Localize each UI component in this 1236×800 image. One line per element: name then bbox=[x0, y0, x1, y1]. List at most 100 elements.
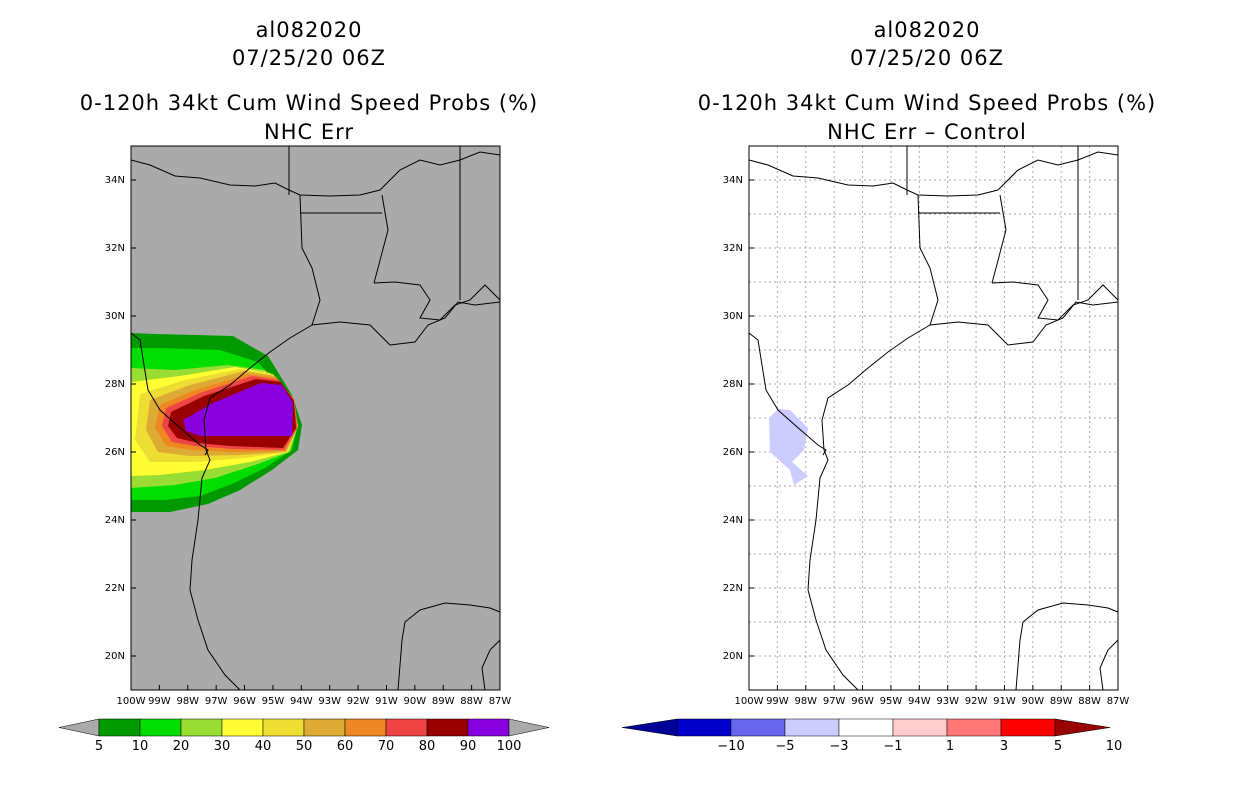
colorbar-label: 40 bbox=[255, 739, 272, 754]
lon-tick-label: 91W bbox=[993, 696, 1016, 707]
lat-tick-label: 26N bbox=[723, 447, 743, 458]
colorbar-under-arrow bbox=[621, 718, 678, 737]
colorbar-swatch bbox=[344, 718, 387, 737]
colorbar-swatch bbox=[730, 718, 786, 737]
left-map: 34N 32N 30N 28N 26N 24N 22N 20N 100W 99W 98W 97W 96W… bbox=[58, 145, 550, 754]
colorbar-label: 20 bbox=[173, 739, 190, 754]
subtitle: NHC Err bbox=[263, 120, 354, 144]
lon-tick-label: 87W bbox=[489, 696, 512, 707]
lon-tick-label: 99W bbox=[766, 696, 789, 707]
storm-id-title: al082020 bbox=[873, 18, 981, 42]
axis-ticks: 34N 32N 30N 28N 26N 24N 22N 20N 100W 99W 98W 97W 96W… bbox=[723, 175, 1130, 707]
map-frame bbox=[748, 145, 1119, 691]
colorbar-label: 50 bbox=[296, 739, 313, 754]
lat-tick-label: 28N bbox=[105, 379, 125, 390]
colorbar-label: 3 bbox=[1000, 739, 1008, 754]
colorbar-label: 60 bbox=[337, 739, 354, 754]
colorbar-swatch bbox=[262, 718, 305, 737]
colorbar-over-arrow bbox=[508, 718, 550, 737]
datetime-title: 07/25/20 06Z bbox=[231, 46, 387, 70]
colorbar: 5 10 20 30 40 50 60 70 80 90 100 bbox=[58, 718, 550, 754]
lon-tick-label: 100W bbox=[735, 696, 764, 707]
lat-tick-label: 22N bbox=[723, 583, 743, 594]
lon-tick-label: 88W bbox=[460, 696, 483, 707]
lon-tick-label: 93W bbox=[318, 696, 341, 707]
colorbar-swatch bbox=[139, 718, 182, 737]
right-panel: al082020 07/25/20 06Z 0-120h 34kt Cum Wi… bbox=[618, 0, 1236, 800]
map-frame bbox=[130, 145, 501, 691]
lon-tick-label: 94W bbox=[908, 696, 931, 707]
lon-tick-label: 89W bbox=[432, 696, 455, 707]
colorbar-swatch bbox=[385, 718, 428, 737]
lon-tick-label: 90W bbox=[404, 696, 427, 707]
colorbar-label: 70 bbox=[378, 739, 395, 754]
lat-tick-label: 22N bbox=[105, 583, 125, 594]
lat-tick-label: 32N bbox=[723, 243, 743, 254]
colorbar-swatch bbox=[784, 718, 840, 737]
lon-tick-label: 94W bbox=[290, 696, 313, 707]
product-title: 0-120h 34kt Cum Wind Speed Probs (%) bbox=[697, 91, 1157, 115]
lon-tick-label: 98W bbox=[794, 696, 817, 707]
lat-tick-label: 28N bbox=[723, 379, 743, 390]
lon-tick-label: 91W bbox=[375, 696, 398, 707]
lat-tick-label: 34N bbox=[105, 175, 125, 186]
lat-tick-label: 20N bbox=[723, 651, 743, 662]
colorbar: −10 −5 −3 −1 1 3 5 10 bbox=[621, 718, 1123, 754]
lon-tick-label: 95W bbox=[880, 696, 903, 707]
colorbar-swatch bbox=[892, 718, 948, 737]
lat-tick-label: 20N bbox=[105, 651, 125, 662]
lon-tick-label: 96W bbox=[851, 696, 874, 707]
lon-tick-label: 89W bbox=[1050, 696, 1073, 707]
lon-tick-label: 92W bbox=[965, 696, 988, 707]
colorbar-swatch bbox=[98, 718, 141, 737]
colorbar-over-arrow bbox=[1054, 718, 1111, 737]
lon-tick-label: 95W bbox=[262, 696, 285, 707]
colorbar-swatch bbox=[946, 718, 1002, 737]
colorbar-label: 1 bbox=[946, 739, 954, 754]
lat-tick-label: 32N bbox=[105, 243, 125, 254]
colorbar-label: 10 bbox=[1106, 739, 1123, 754]
lon-tick-label: 97W bbox=[205, 696, 228, 707]
coastlines-and-borders bbox=[130, 146, 501, 691]
lon-tick-label: 98W bbox=[176, 696, 199, 707]
colorbar-label: −3 bbox=[829, 739, 848, 754]
colorbar-swatch bbox=[676, 718, 732, 737]
colorbar-label: −10 bbox=[717, 739, 744, 754]
colorbar-swatch bbox=[467, 718, 510, 737]
colorbar-swatch bbox=[426, 718, 469, 737]
left-panel: al082020 07/25/20 06Z 0-120h 34kt Cum Wi… bbox=[58, 18, 550, 754]
lon-tick-label: 96W bbox=[233, 696, 256, 707]
lon-tick-label: 90W bbox=[1022, 696, 1045, 707]
colorbar-swatch bbox=[221, 718, 264, 737]
lat-tick-label: 34N bbox=[723, 175, 743, 186]
colorbar-under-arrow bbox=[58, 718, 100, 737]
storm-id-title: al082020 bbox=[255, 18, 363, 42]
contour-90pct bbox=[183, 383, 293, 436]
colorbar-label: 5 bbox=[1054, 739, 1062, 754]
lat-tick-label: 24N bbox=[723, 515, 743, 526]
lon-tick-label: 93W bbox=[936, 696, 959, 707]
lon-tick-label: 92W bbox=[347, 696, 370, 707]
colorbar-swatch bbox=[303, 718, 346, 737]
colorbar-label: 30 bbox=[214, 739, 231, 754]
colorbar-label: −5 bbox=[775, 739, 794, 754]
lon-tick-label: 88W bbox=[1078, 696, 1101, 707]
lon-tick-label: 99W bbox=[148, 696, 171, 707]
lon-tick-label: 97W bbox=[823, 696, 846, 707]
lon-tick-label: 87W bbox=[1107, 696, 1130, 707]
datetime-title: 07/25/20 06Z bbox=[849, 46, 1005, 70]
colorbar-swatch bbox=[838, 718, 894, 737]
subtitle: NHC Err – Control bbox=[827, 120, 1027, 144]
lon-tick-label: 100W bbox=[117, 696, 146, 707]
colorbar-swatch bbox=[180, 718, 223, 737]
lat-tick-label: 30N bbox=[105, 311, 125, 322]
product-title: 0-120h 34kt Cum Wind Speed Probs (%) bbox=[79, 91, 539, 115]
coastlines-and-borders bbox=[748, 146, 1119, 691]
colorbar-label: −1 bbox=[883, 739, 902, 754]
lat-tick-label: 24N bbox=[105, 515, 125, 526]
right-map: 34N 32N 30N 28N 26N 24N 22N 20N 100W 99W 98W 97W 96W… bbox=[621, 145, 1130, 754]
colorbar-label: 10 bbox=[132, 739, 149, 754]
lat-tick-label: 26N bbox=[105, 447, 125, 458]
colorbar-label: 5 bbox=[95, 739, 103, 754]
colorbar-label: 100 bbox=[497, 739, 522, 754]
